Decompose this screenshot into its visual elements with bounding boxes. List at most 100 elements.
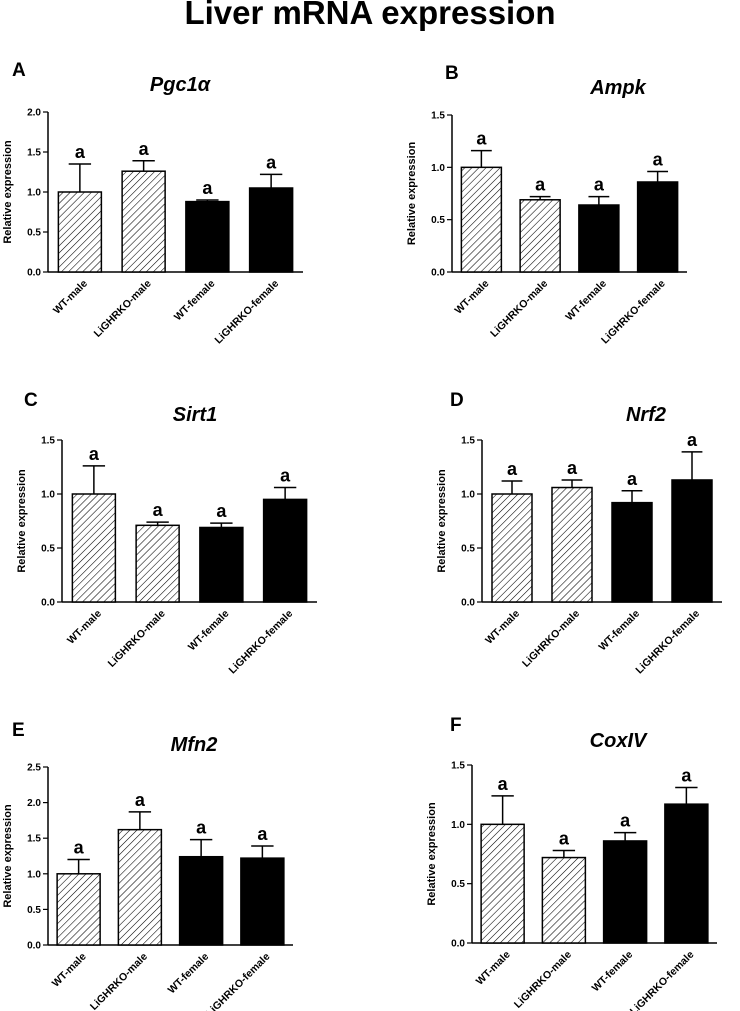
bar-wt-male — [71, 493, 117, 603]
y-tick-label: 1.0 — [27, 869, 41, 880]
bar-wt-female — [602, 840, 648, 944]
significance-label: a — [687, 430, 698, 450]
bar-lighrko-female — [671, 479, 713, 603]
y-tick-label: 0.5 — [41, 544, 55, 555]
significance-label: a — [153, 500, 164, 520]
bar-lighrko-female — [248, 187, 294, 273]
x-tick-label: WT-male — [65, 608, 104, 647]
bar-wt-male — [480, 823, 525, 944]
x-tick-label: WT-female — [563, 278, 609, 324]
bar-wt-female — [185, 200, 230, 273]
bar-lighrko-male — [541, 856, 587, 944]
figure-title: Liver mRNA expression — [184, 0, 556, 31]
bar-lighrko-female — [240, 857, 285, 946]
chart-title: Ampk — [589, 77, 646, 99]
significance-label: a — [135, 790, 146, 810]
y-axis-label: Relative expression — [2, 140, 14, 244]
y-tick-label: 1.0 — [41, 490, 55, 501]
x-tick-label: LiGHRKO-female — [633, 608, 702, 677]
significance-label: a — [559, 828, 570, 848]
bar-wt-female — [611, 501, 653, 603]
significance-label: a — [535, 175, 546, 195]
significance-label: a — [196, 818, 207, 838]
y-axis-label: Relative expression — [426, 802, 438, 906]
significance-label: a — [627, 469, 638, 489]
y-tick-label: 1.5 — [27, 834, 41, 845]
y-axis-label: Relative expression — [16, 469, 28, 573]
x-tick-label: LiGHRKO-male — [488, 278, 550, 340]
bar-lighrko-male — [135, 524, 180, 603]
significance-label: a — [681, 766, 692, 786]
panel-e: E Mfn2 Relative expression 0.0 0.5 1.0 1.5 2.0 2… — [2, 720, 293, 1011]
bar-lighrko-male — [117, 828, 163, 946]
x-tick-label: WT-female — [166, 951, 212, 997]
x-tick-label: LiGHRKO-female — [599, 278, 668, 347]
bar-lighrko-male — [551, 486, 593, 603]
y-tick-label: 1.0 — [451, 820, 465, 831]
bar-wt-male — [460, 166, 503, 273]
significance-label: a — [507, 459, 518, 479]
y-tick-label: 1.0 — [431, 163, 445, 174]
significance-label: a — [653, 150, 664, 170]
y-tick-label: 0.5 — [451, 879, 465, 890]
y-tick-label: 1.5 — [41, 436, 55, 447]
bar-lighrko-male — [121, 170, 166, 273]
panel-b: B Ampk Relative expression 0.0 0.5 1.0 1.5 a WT-… — [406, 63, 687, 347]
bar-lighrko-female — [664, 803, 709, 944]
y-tick-label: 0.0 — [461, 598, 475, 609]
significance-label: a — [266, 152, 277, 172]
panel-letter: B — [445, 63, 459, 84]
significance-label: a — [75, 142, 86, 162]
chart-title: Nrf2 — [626, 404, 666, 426]
x-tick-label: WT-female — [172, 278, 218, 324]
significance-label: a — [567, 458, 578, 478]
y-tick-label: 0.0 — [451, 939, 465, 950]
significance-label: a — [476, 129, 487, 149]
chart-title: Sirt1 — [173, 404, 217, 426]
significance-label: a — [139, 139, 150, 159]
significance-label: a — [216, 501, 227, 521]
x-tick-label: LiGHRKO-male — [106, 608, 168, 670]
panel-letter: A — [12, 60, 26, 81]
bar-wt-female — [199, 526, 244, 603]
panel-letter: F — [450, 715, 462, 736]
panel-c: C Sirt1 Relative expression 0.0 0.5 1.0 1.5 a WT… — [16, 390, 317, 677]
significance-label: a — [74, 838, 85, 858]
significance-label: a — [594, 175, 605, 195]
bar-lighrko-female — [262, 498, 308, 603]
x-tick-label: WT-female — [597, 608, 643, 654]
x-tick-label: WT-male — [474, 949, 513, 988]
y-tick-label: 1.5 — [451, 761, 465, 772]
y-tick-label: 1.0 — [461, 490, 475, 501]
x-tick-label: LiGHRKO-male — [512, 949, 574, 1011]
x-tick-label: LiGHRKO-female — [227, 608, 296, 677]
x-tick-label: WT-male — [51, 278, 90, 317]
x-tick-label: LiGHRKO-male — [92, 278, 154, 340]
y-tick-label: 0.5 — [461, 544, 475, 555]
panel-f: F CoxIV Relative expression 0.0 0.5 1.0 1.5 a WT… — [426, 715, 717, 1011]
x-tick-label: LiGHRKO-male — [520, 608, 582, 670]
y-tick-label: 0.0 — [27, 268, 41, 279]
x-tick-label: LiGHRKO-male — [88, 951, 150, 1011]
significance-label: a — [620, 811, 631, 831]
y-tick-label: 1.0 — [27, 188, 41, 199]
significance-label: a — [89, 444, 100, 464]
panel-d: D Nrf2 Relative expression 0.0 0.5 1.0 1.5 a WT-… — [436, 390, 722, 677]
panel-letter: D — [450, 390, 464, 411]
bar-wt-male — [57, 191, 103, 273]
y-axis-label: Relative expression — [2, 804, 14, 908]
significance-label: a — [257, 824, 268, 844]
y-tick-label: 1.5 — [461, 436, 475, 447]
y-axis-label: Relative expression — [436, 469, 448, 573]
x-tick-label: LiGHRKO-female — [204, 951, 273, 1011]
y-tick-label: 0.5 — [27, 905, 41, 916]
x-tick-label: WT-male — [483, 608, 522, 647]
panel-letter: C — [24, 390, 38, 411]
bar-lighrko-male — [519, 199, 561, 273]
y-tick-label: 1.5 — [27, 148, 41, 159]
bar-wt-female — [578, 204, 620, 273]
bar-wt-female — [178, 855, 224, 946]
y-tick-label: 2.5 — [27, 763, 41, 774]
panel-letter: E — [12, 720, 25, 741]
y-tick-label: 2.0 — [27, 798, 41, 809]
